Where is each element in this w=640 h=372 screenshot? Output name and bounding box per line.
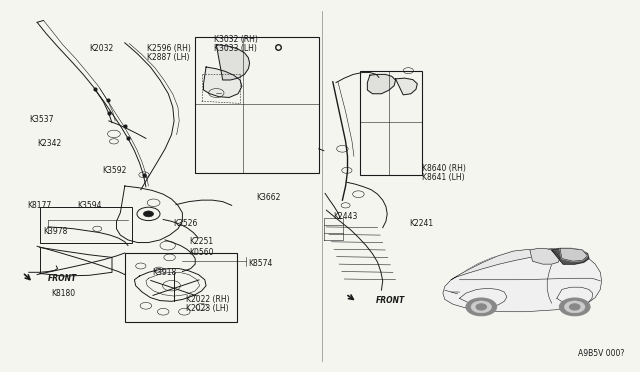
Text: K3033 (LH): K3033 (LH) [214, 44, 257, 53]
Text: K8641 (LH): K8641 (LH) [422, 173, 465, 182]
Polygon shape [552, 248, 589, 264]
Polygon shape [560, 248, 588, 261]
Polygon shape [216, 45, 250, 80]
Bar [40, 207, 132, 243]
Text: K8180: K8180 [51, 289, 76, 298]
Text: K0560: K0560 [189, 248, 213, 257]
Circle shape [559, 298, 590, 316]
Text: K3032 (RH): K3032 (RH) [214, 35, 259, 44]
Text: K3592: K3592 [102, 166, 127, 175]
Circle shape [143, 211, 154, 217]
Text: FRONT: FRONT [48, 274, 77, 283]
Circle shape [564, 301, 585, 313]
Text: K2251: K2251 [189, 237, 213, 246]
Bar [360, 71, 422, 175]
Circle shape [570, 304, 580, 310]
Circle shape [471, 301, 492, 313]
Text: K3537: K3537 [29, 115, 53, 124]
Polygon shape [451, 249, 547, 280]
Text: K2443: K2443 [333, 212, 357, 221]
Text: K2596 (RH): K2596 (RH) [147, 44, 191, 53]
Text: K2342: K2342 [37, 139, 61, 148]
Bar [195, 37, 319, 173]
Polygon shape [396, 78, 417, 95]
Text: K2023 (LH): K2023 (LH) [186, 304, 228, 312]
Polygon shape [204, 67, 242, 97]
Circle shape [466, 298, 497, 316]
Text: FRONT: FRONT [376, 296, 405, 305]
Text: K8574: K8574 [248, 259, 273, 268]
Text: K8177: K8177 [28, 201, 52, 210]
Polygon shape [443, 248, 602, 312]
Text: K3978: K3978 [44, 227, 68, 236]
Polygon shape [367, 74, 396, 94]
Text: K3526: K3526 [173, 219, 197, 228]
Text: K2241: K2241 [410, 219, 434, 228]
Bar [125, 253, 237, 322]
Polygon shape [530, 248, 560, 264]
Text: K2887 (LH): K2887 (LH) [147, 53, 189, 62]
Text: K2022 (RH): K2022 (RH) [186, 295, 229, 304]
Circle shape [476, 304, 486, 310]
Text: K8640 (RH): K8640 (RH) [422, 164, 467, 173]
Text: K3662: K3662 [256, 193, 280, 202]
Text: K2032: K2032 [90, 44, 114, 53]
Text: K3594: K3594 [77, 201, 101, 210]
Text: A9B5V 000?: A9B5V 000? [578, 349, 624, 358]
Text: K3918: K3918 [152, 268, 177, 277]
